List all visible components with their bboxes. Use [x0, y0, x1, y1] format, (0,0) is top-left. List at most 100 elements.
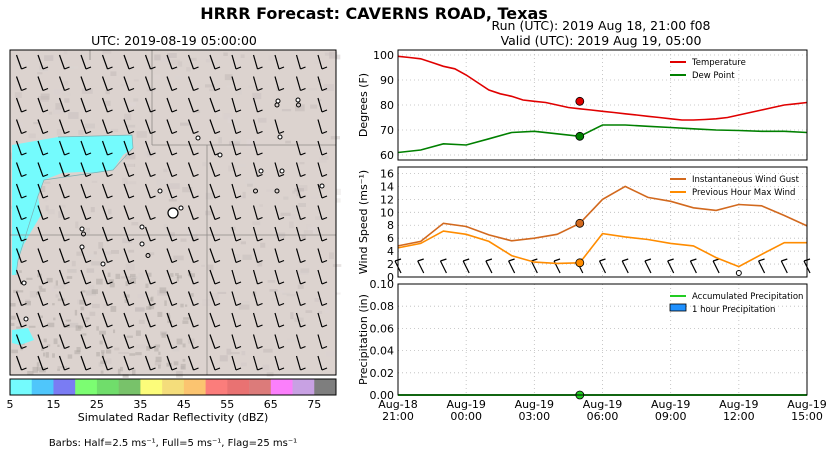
wind-barb	[123, 97, 135, 113]
terrain-patch	[260, 242, 266, 248]
terrain-patch	[122, 374, 129, 378]
wind-barb	[252, 312, 263, 328]
station-marker	[21, 280, 27, 286]
terrain-patch	[76, 251, 82, 256]
y-tick-label: 12	[380, 193, 394, 206]
wind-barb	[231, 119, 242, 135]
colorbar-tick-label: 35	[133, 398, 147, 411]
terrain-patch	[52, 353, 55, 358]
wind-barb	[231, 248, 242, 264]
colorbar-tick-label: 75	[307, 398, 321, 411]
station-marker	[79, 226, 85, 232]
wind-barb	[58, 183, 70, 199]
wind-barb	[274, 205, 285, 221]
terrain-patch	[154, 360, 162, 366]
terrain-patch	[180, 303, 184, 308]
terrain-patch	[45, 352, 49, 358]
terrain-patch	[108, 208, 112, 215]
terrain-patch	[67, 269, 77, 273]
valid-time-marker	[575, 131, 585, 141]
terrain-patch	[266, 372, 274, 377]
terrain-patch	[105, 349, 112, 354]
series-line-2	[397, 124, 808, 154]
colorbar-tick-label: 5	[7, 398, 14, 411]
terrain-patch	[329, 51, 338, 59]
y-tick-label: 4	[387, 245, 394, 258]
terrain-patch	[38, 96, 49, 102]
terrain-patch	[42, 303, 49, 310]
colorbar-swatch	[53, 379, 76, 395]
wind-barb	[15, 183, 27, 199]
wind-barb	[231, 76, 242, 92]
terrain-patch	[286, 294, 297, 297]
terrain-patch	[170, 273, 174, 277]
terrain-patch	[205, 210, 212, 216]
terrain-patch	[136, 131, 147, 138]
colorbar-swatch	[314, 379, 337, 395]
terrain-patch	[47, 209, 55, 215]
terrain-patch	[13, 289, 18, 293]
terrain-patch	[291, 205, 300, 212]
wind-barb	[15, 162, 27, 178]
terrain-patch	[201, 264, 205, 267]
terrain-patch	[233, 254, 240, 261]
terrain-patch	[168, 199, 177, 202]
terrain-patch	[308, 227, 317, 234]
terrain-patch	[176, 275, 182, 279]
terrain-patch	[311, 196, 318, 199]
wind-barb	[209, 334, 221, 350]
terrain-patch	[319, 148, 328, 155]
terrain-patch	[74, 309, 78, 316]
wind-barb	[295, 140, 306, 156]
wind-barb	[166, 119, 178, 135]
terrain-patch	[176, 338, 183, 345]
legend-swatch	[669, 303, 687, 312]
terrain-patch	[27, 371, 34, 376]
wind-barb	[37, 140, 49, 156]
colorbar-tick-label: 45	[177, 398, 191, 411]
terrain-patch	[11, 315, 16, 320]
wind-barb	[101, 140, 113, 156]
terrain-patch	[236, 163, 246, 168]
wind-barb	[295, 334, 306, 350]
wind-barb	[101, 226, 113, 242]
wind-barb	[101, 54, 113, 70]
terrain-patch	[52, 303, 55, 306]
wind-barb	[80, 119, 92, 135]
wind-barb	[621, 258, 629, 274]
terrain-patch	[99, 340, 103, 345]
terrain-patch	[88, 284, 95, 291]
wind-barb	[123, 226, 135, 242]
colorbar-swatch	[96, 379, 119, 395]
terrain-patch	[207, 264, 214, 271]
terrain-patch	[78, 325, 83, 329]
terrain-patch	[110, 71, 117, 76]
wind-barb	[123, 119, 135, 135]
terrain-patch	[105, 90, 110, 95]
wind-barb	[144, 140, 156, 156]
colorbar-tick-label: 55	[220, 398, 234, 411]
y-tick-label: 0.06	[370, 322, 395, 335]
wind-barb	[80, 291, 92, 307]
radar-echo	[12, 328, 34, 345]
terrain-patch	[102, 303, 107, 309]
wind-barb	[295, 76, 306, 92]
terrain-patch	[47, 344, 51, 347]
terrain-patch	[65, 319, 69, 322]
legend-label: Instantaneous Wind Gust	[692, 175, 800, 185]
terrain-patch	[245, 178, 254, 185]
terrain-patch	[50, 307, 56, 310]
wind-barb	[123, 162, 135, 178]
wind-barb	[37, 248, 49, 264]
terrain-patch	[124, 163, 136, 167]
wind-barb	[187, 76, 199, 92]
terrain-patch	[226, 85, 237, 88]
terrain-patch	[182, 187, 193, 193]
wind-barb	[37, 312, 49, 328]
terrain-patch	[118, 352, 129, 354]
terrain-patch	[160, 331, 168, 336]
terrain-patch	[128, 102, 136, 107]
wind-barb	[37, 183, 49, 199]
terrain-patch	[126, 279, 132, 283]
